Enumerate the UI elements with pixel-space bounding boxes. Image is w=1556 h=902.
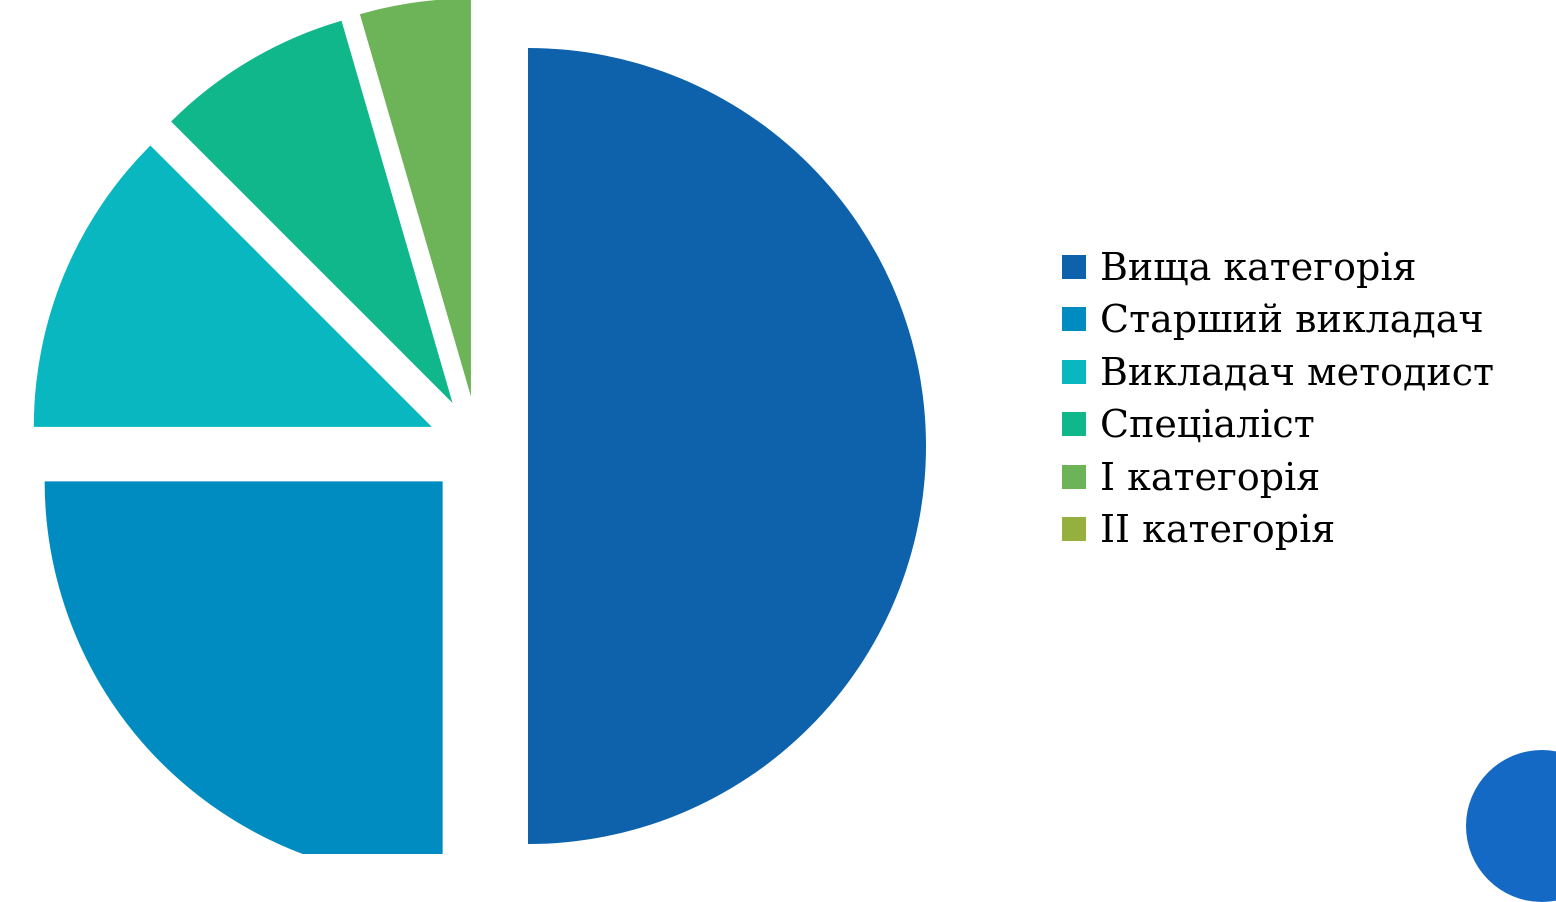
legend-label: Вища категорія (1100, 245, 1417, 289)
legend-swatch (1062, 359, 1086, 384)
legend-item: ІІ категорія (1062, 506, 1494, 552)
legend-swatch (1062, 255, 1086, 279)
legend-item: Спеціаліст (1062, 401, 1494, 447)
legend-label: І категорія (1100, 454, 1321, 499)
pie-slice-5 (359, 0, 471, 397)
legend-swatch (1062, 412, 1086, 437)
legend-label: Старший викладач (1100, 297, 1484, 342)
chart-legend: Вища категорія Старший викладач Викладач м… (1062, 244, 1494, 558)
legend-item: Старший викладач (1062, 296, 1494, 342)
pie-slice-1 (528, 48, 926, 844)
legend-label: Спеціаліст (1100, 402, 1315, 447)
pie-slice-2 (44, 481, 443, 854)
legend-swatch (1062, 516, 1086, 541)
legend-label: ІІ категорія (1100, 506, 1336, 551)
legend-item: І категорія (1062, 454, 1494, 500)
pie-chart (33, 0, 926, 854)
legend-label: Викладач методист (1100, 349, 1495, 394)
pie-slice-3 (33, 145, 432, 427)
pie-slices (33, 0, 926, 854)
legend-swatch (1062, 464, 1086, 489)
legend-item: Викладач методист (1062, 349, 1494, 395)
legend-item: Вища категорія (1062, 244, 1494, 290)
legend-swatch (1062, 307, 1086, 332)
pie-slice-4 (171, 20, 453, 403)
